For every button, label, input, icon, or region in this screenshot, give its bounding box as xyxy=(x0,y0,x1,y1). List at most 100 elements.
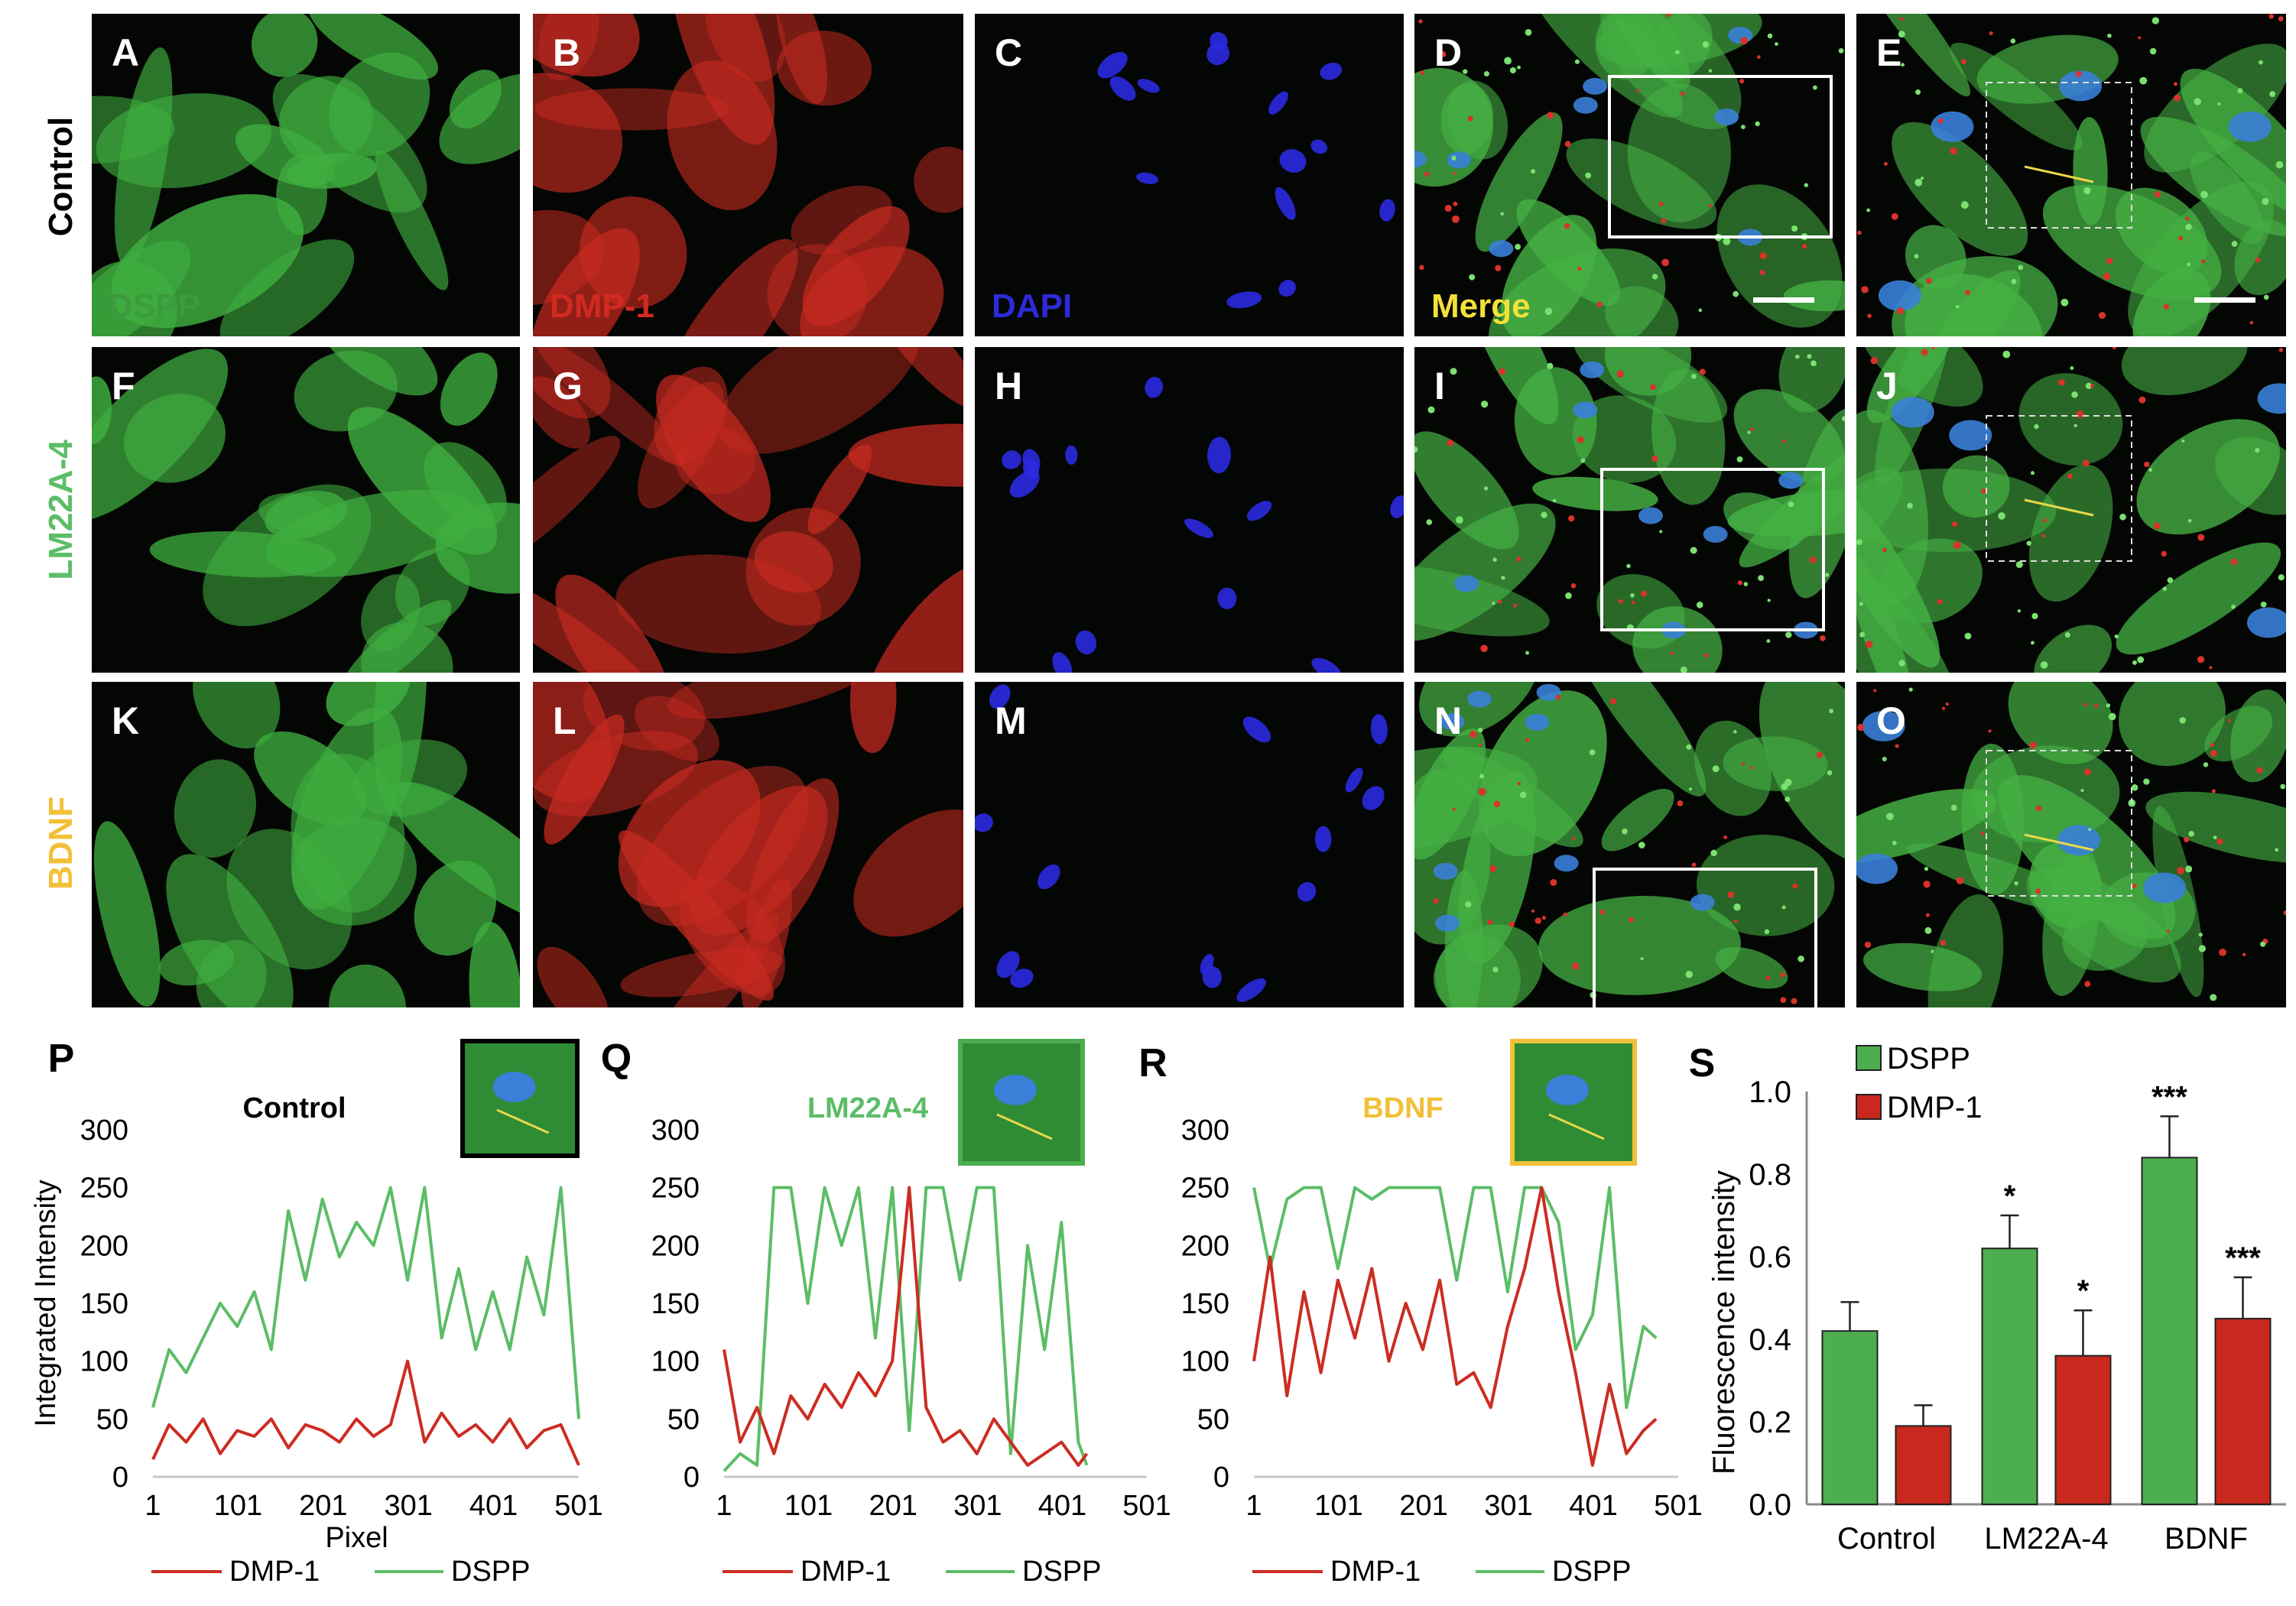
inset-line-profile xyxy=(1548,1113,1605,1140)
panel-letter-d: D xyxy=(1434,31,1463,74)
y-tick-label: 0.8 xyxy=(1749,1158,1791,1192)
y-tick-label: 50 xyxy=(667,1403,700,1436)
bar-dmp-1-control xyxy=(1895,1425,1952,1506)
micrograph-panel-c: C DAPI xyxy=(975,14,1404,336)
x-tick-label: 101 xyxy=(214,1490,262,1522)
micrograph-image xyxy=(533,347,963,673)
panel-letter-m: M xyxy=(995,699,1027,742)
y-tick-label: 150 xyxy=(651,1288,700,1320)
legend-label-dmp1: DMP-1 xyxy=(1887,1091,1982,1124)
legend-label-dspp: DSPP xyxy=(451,1556,530,1588)
micrograph-image xyxy=(975,684,1388,1002)
micrograph-panel-m: M xyxy=(975,682,1404,1007)
chart-letter-r: R xyxy=(1138,1041,1167,1085)
channel-label-dmp-1: DMP-1 xyxy=(550,287,654,325)
x-tick-label: 101 xyxy=(784,1490,833,1522)
panel-letter-i: I xyxy=(1434,365,1445,407)
channel-label-dspp: DSPP xyxy=(109,287,200,325)
legend-swatch-dmp1 xyxy=(1856,1094,1882,1120)
panel-letter-o: O xyxy=(1876,699,1906,742)
legend-label-dmp1: DMP-1 xyxy=(229,1556,320,1588)
micrograph-panel-n: N xyxy=(1414,682,1845,1007)
y-tick-label: 0.2 xyxy=(1749,1406,1791,1439)
chart-letter-s: S xyxy=(1689,1041,1716,1085)
legend-label-dmp1: DMP-1 xyxy=(801,1556,891,1588)
micrograph-panel-h: H xyxy=(975,347,1404,673)
category-label: Control xyxy=(1837,1522,1936,1556)
scale-bar xyxy=(2194,297,2255,303)
micrograph-image xyxy=(533,682,963,1007)
micrograph-image xyxy=(1414,682,1845,1007)
bar-dmp-1-lm22a-4 xyxy=(2054,1355,2112,1505)
y-tick-label: 0 xyxy=(112,1462,128,1494)
category-label: LM22A-4 xyxy=(1984,1522,2108,1556)
x-tick-label: 201 xyxy=(869,1490,917,1522)
y-tick-label: 100 xyxy=(1181,1346,1229,1378)
significance-marker: * xyxy=(2077,1274,2090,1308)
micrograph-image xyxy=(1414,14,1845,336)
micrograph-panel-j: J xyxy=(1856,347,2286,673)
y-tick-label: 300 xyxy=(651,1114,700,1147)
x-tick-label: 301 xyxy=(953,1490,1002,1522)
micrograph-panel-g: G xyxy=(533,347,963,673)
x-tick-label: 401 xyxy=(1569,1490,1617,1522)
line-chart-r: 0 50 100 150 200 250 300 1 101 201 301 401 501 BDNF DM… xyxy=(1181,1039,1703,1588)
x-tick-label: 501 xyxy=(1654,1490,1702,1522)
bar-dmp-1-bdnf xyxy=(2214,1318,2272,1505)
micrograph-image xyxy=(1856,682,2286,1007)
inset-line-profile xyxy=(996,1113,1053,1140)
panel-letter-a: A xyxy=(112,31,140,74)
y-tick-label: 250 xyxy=(1181,1173,1229,1205)
x-axis-label: Pixel xyxy=(325,1522,388,1554)
micrograph-image xyxy=(92,14,520,336)
y-tick-label: 250 xyxy=(651,1173,700,1205)
significance-marker: * xyxy=(2004,1179,2016,1213)
y-tick-label: 200 xyxy=(80,1230,128,1262)
x-tick-label: 301 xyxy=(384,1490,432,1522)
category-label: BDNF xyxy=(2164,1522,2248,1556)
y-tick-label: 100 xyxy=(651,1346,700,1378)
micrograph-image xyxy=(1856,347,2286,673)
line-chart-q: 0 50 100 150 200 250 300 1 101 201 301 401 501 LM22A-… xyxy=(651,1039,1171,1588)
series-line-dmp-1 xyxy=(1252,1186,1658,1467)
panel-letter-c: C xyxy=(995,31,1023,74)
y-tick-label: 1.0 xyxy=(1749,1076,1791,1109)
y-tick-label: 250 xyxy=(80,1173,128,1205)
x-tick-label: 401 xyxy=(469,1490,518,1522)
micrograph-panel-i: I xyxy=(1414,347,1845,673)
panel-letter-n: N xyxy=(1434,699,1463,742)
channel-label-dapi: DAPI xyxy=(992,287,1073,325)
micrograph-image xyxy=(1856,14,2286,336)
legend-label-dspp: DSPP xyxy=(1022,1556,1101,1588)
y-axis-label: Integrated Intensity xyxy=(30,1179,62,1426)
y-tick-label: 50 xyxy=(96,1403,128,1436)
x-tick-label: 201 xyxy=(1399,1490,1447,1522)
micrograph-panel-k: K xyxy=(92,682,520,1007)
panel-letter-f: F xyxy=(112,365,135,407)
x-tick-label: 1 xyxy=(716,1490,732,1522)
scale-bar xyxy=(1753,297,1814,303)
inset-line-profile xyxy=(496,1108,550,1134)
panel-letter-h: H xyxy=(995,365,1023,407)
micrograph-image xyxy=(533,14,963,336)
x-tick-label: 501 xyxy=(1122,1490,1171,1522)
x-tick-label: 1 xyxy=(145,1490,161,1522)
series-line-dmp-1 xyxy=(151,1359,580,1466)
series-line-dspp xyxy=(1252,1186,1658,1410)
bar-dspp-lm22a-4 xyxy=(1981,1247,2038,1505)
micrograph-image xyxy=(1097,32,1395,309)
x-tick-label: 201 xyxy=(299,1490,347,1522)
bar-chart-s: 0.0 0.2 0.4 0.6 0.8 1.0 Fluorescence intensity… xyxy=(1707,1042,2286,1556)
y-axis-label: Fluorescence intensity xyxy=(1707,1170,1741,1475)
x-tick-label: 101 xyxy=(1314,1490,1362,1522)
chart-letter-p: P xyxy=(48,1037,75,1081)
micrograph-image xyxy=(1414,347,1845,673)
micrograph-panel-l: L xyxy=(533,682,963,1007)
series-line-dmp-1 xyxy=(723,1186,1089,1467)
x-tick-label: 301 xyxy=(1484,1490,1532,1522)
y-tick-label: 100 xyxy=(80,1346,128,1378)
y-tick-label: 200 xyxy=(1181,1230,1229,1262)
inset-nucleus xyxy=(994,1075,1037,1105)
panel-letter-j: J xyxy=(1876,365,1898,407)
inset-nucleus xyxy=(1546,1075,1589,1105)
